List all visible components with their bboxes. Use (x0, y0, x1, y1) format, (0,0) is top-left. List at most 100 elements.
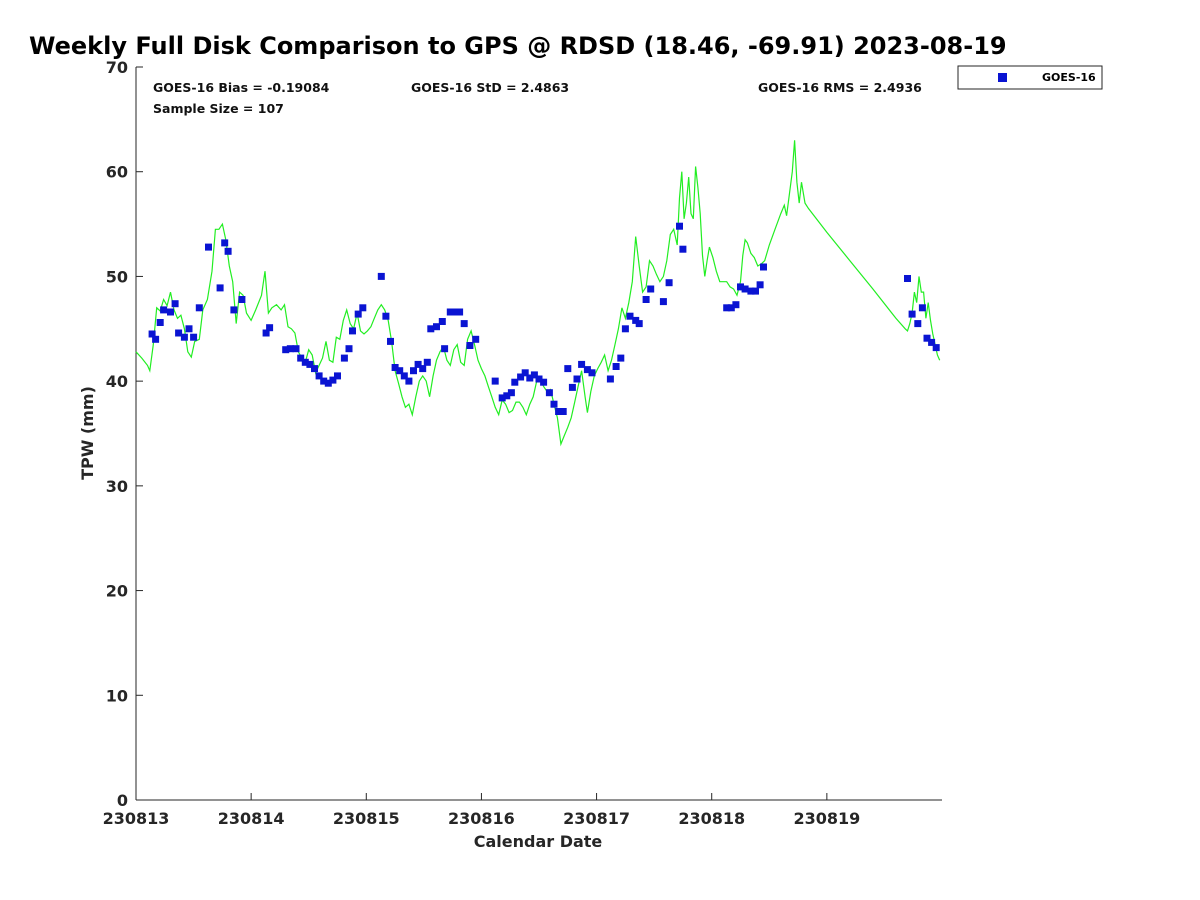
goes-16-point (320, 377, 328, 385)
goes-16-point (918, 304, 926, 312)
goes-16-point (175, 329, 183, 337)
goes-16-point (612, 363, 620, 370)
goes-16-point (340, 354, 348, 362)
y-tick-label: 30 (106, 477, 128, 496)
goes-16-point (526, 374, 534, 382)
goes-16-point (205, 243, 212, 251)
x-tick-label: 230813 (103, 809, 170, 828)
goes-16-point (148, 330, 156, 338)
goes-16-point (621, 325, 629, 333)
x-axis-ticks: 230813 230814 230815 230816 230817 230818 2308… (103, 793, 860, 828)
goes-16-point (578, 360, 586, 368)
goes-16-point (396, 367, 404, 375)
goes-16-point (324, 379, 332, 387)
goes-16-point (419, 365, 427, 373)
x-tick-label: 230817 (563, 809, 630, 828)
goes-16-point (732, 301, 740, 309)
goes-16-point (635, 320, 643, 328)
goes-16-point (606, 375, 614, 383)
goes-16-point (171, 300, 179, 308)
stat-bias: GOES-16 Bias = -0.19084 (153, 80, 330, 95)
goes-16-point (334, 372, 341, 380)
goes-16-point (550, 400, 558, 408)
legend-box (957, 65, 1103, 90)
goes-16-point (932, 344, 940, 352)
x-tick-label: 230814 (218, 809, 285, 828)
goes-16-point (908, 310, 916, 318)
goes-16-point (498, 394, 506, 402)
goes-16-point (568, 383, 576, 391)
stat-sample-size: Sample Size = 107 (153, 101, 284, 116)
goes-16-point (521, 369, 529, 377)
goes-16-point (511, 378, 519, 386)
goes-16-point (647, 285, 655, 293)
goes-16-point (377, 272, 385, 280)
goes-16-point (904, 275, 911, 282)
goes-16-point (423, 358, 431, 366)
goes-16-point (400, 372, 408, 380)
goes-16-point (545, 389, 553, 397)
goes-16-point (311, 365, 318, 373)
goes-16-point (262, 329, 270, 337)
goes-16-point (216, 284, 224, 292)
goes-16-point (156, 319, 164, 326)
goes-16-point (491, 377, 499, 385)
goes-16-point (923, 334, 931, 342)
goes-16-point (588, 369, 596, 377)
goes-16-point (230, 306, 238, 314)
goes-16-point (503, 392, 511, 400)
goes-16-point (190, 333, 198, 341)
goes-16-point (441, 345, 449, 353)
goes-16-point (472, 335, 480, 343)
goes-16-point (540, 378, 548, 386)
legend-marker-icon (998, 73, 1007, 82)
gps-line (135, 140, 941, 447)
plot-area (135, 67, 942, 801)
goes-16-point (292, 345, 300, 353)
goes-16-point (723, 304, 731, 312)
goes-16-point (345, 345, 353, 353)
goes-16-point (185, 325, 193, 333)
goes-16-point (387, 337, 394, 345)
goes-16-point (928, 338, 936, 346)
x-tick-label: 230816 (448, 809, 515, 828)
y-axis-ticks: 0 10 20 30 40 50 60 70 (106, 58, 143, 810)
goes-16-point (737, 283, 744, 291)
goes-16-point (659, 298, 667, 306)
goes-16-point (301, 358, 309, 366)
goes-16-point (354, 310, 362, 318)
goes-16-series (148, 222, 940, 415)
chart-title: Weekly Full Disk Comparison to GPS @ RDS… (29, 32, 1007, 60)
goes-16-point (359, 304, 367, 312)
goes-16-point (747, 287, 755, 295)
goes-16-point (433, 323, 440, 331)
goes-16-point (282, 346, 290, 354)
goes-16-point (507, 389, 515, 397)
goes-16-point (315, 372, 323, 380)
gps-series (135, 140, 941, 447)
x-axis-label: Calendar Date (474, 832, 603, 851)
goes-16-point (266, 324, 274, 332)
goes-16-point (460, 320, 468, 328)
goes-16-point (221, 239, 229, 247)
y-axis-label: TPW (mm) (78, 386, 97, 480)
goes-16-point (180, 333, 188, 341)
goes-16-point (741, 285, 749, 293)
goes-16-point (626, 312, 634, 320)
x-tick-label: 230815 (333, 809, 400, 828)
goes-16-point (727, 304, 735, 312)
goes-16-point (238, 296, 246, 303)
goes-16-point (535, 375, 543, 383)
goes-16-point (573, 375, 581, 383)
x-tick-label: 230818 (678, 809, 745, 828)
stat-std: GOES-16 StD = 2.4863 (411, 80, 569, 95)
goes-16-point (559, 408, 567, 415)
goes-16-point (583, 366, 591, 374)
goes-16-point (756, 281, 764, 289)
y-tick-label: 60 (106, 163, 128, 182)
goes-16-point (438, 318, 446, 325)
goes-16-point (914, 320, 922, 328)
legend-label: GOES-16 (1042, 71, 1096, 84)
goes-16-point (676, 222, 683, 230)
goes-16-point (642, 296, 650, 303)
